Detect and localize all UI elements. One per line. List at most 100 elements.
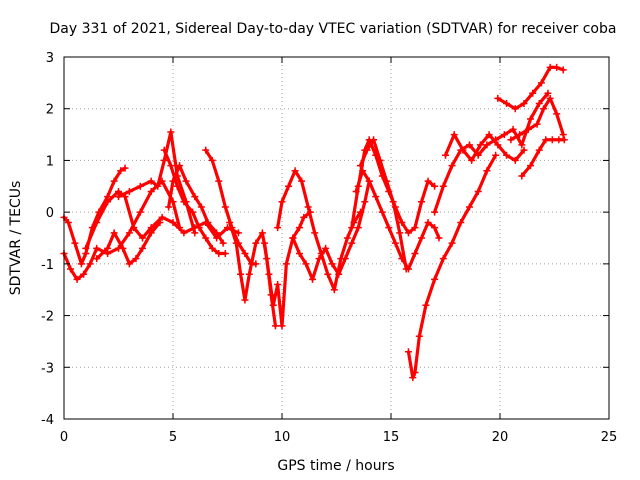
grid — [64, 57, 609, 419]
data-point — [559, 66, 567, 74]
data-point — [391, 239, 399, 247]
data-point — [411, 250, 419, 258]
data-point — [302, 260, 310, 268]
data-point — [160, 146, 168, 154]
data-point — [234, 229, 242, 237]
data-point — [110, 229, 118, 237]
data-point — [67, 265, 75, 273]
x-tick-label: 5 — [169, 430, 177, 445]
data-point — [348, 239, 356, 247]
data-point — [64, 218, 72, 226]
data-series — [507, 94, 567, 144]
data-point — [202, 146, 210, 154]
data-point — [136, 182, 144, 190]
data-point — [202, 234, 210, 242]
y-tick-label: 1 — [46, 154, 54, 169]
data-point — [80, 270, 88, 278]
y-tick-label: -4 — [41, 413, 54, 428]
data-point — [125, 229, 133, 237]
data-point — [73, 275, 81, 283]
series-line — [406, 153, 498, 380]
data-point — [365, 177, 373, 185]
data-point — [415, 332, 423, 340]
data-point — [252, 239, 260, 247]
data-point — [132, 255, 140, 263]
data-point — [180, 198, 188, 206]
data-point — [418, 234, 426, 242]
data-point — [278, 322, 286, 330]
data-point — [527, 162, 535, 170]
data-point — [86, 260, 94, 268]
data-point — [352, 187, 360, 195]
data-point — [529, 89, 537, 97]
data-point — [121, 164, 129, 172]
data-point — [289, 234, 297, 242]
data-point — [330, 286, 338, 294]
data-point — [130, 224, 138, 232]
data-point — [93, 218, 101, 226]
series-line — [358, 138, 408, 271]
data-point — [507, 136, 515, 144]
series-line — [262, 210, 312, 328]
data-point — [448, 239, 456, 247]
data-point — [411, 368, 419, 376]
data-point — [221, 250, 229, 258]
data-point — [389, 198, 397, 206]
plot-frame — [63, 56, 610, 420]
data-series — [274, 167, 364, 294]
data-point — [450, 131, 458, 139]
data-point — [298, 177, 306, 185]
data-point — [285, 182, 293, 190]
data-point — [167, 162, 175, 170]
data-point — [322, 244, 330, 252]
data-point — [195, 224, 203, 232]
data-point — [457, 218, 465, 226]
data-point — [359, 167, 367, 175]
y-axis-label: SDTVAR / TECUs — [8, 181, 24, 296]
data-point — [459, 146, 467, 154]
data-point — [328, 260, 336, 268]
series-line — [509, 96, 565, 142]
series-line — [433, 91, 550, 214]
data-point — [197, 203, 205, 211]
series-line — [62, 179, 182, 281]
data-point — [278, 198, 286, 206]
data-point — [221, 203, 229, 211]
data-point — [516, 131, 524, 139]
data-point — [474, 187, 482, 195]
data-point — [115, 187, 122, 195]
data-point — [537, 79, 545, 87]
data-point — [402, 265, 410, 273]
data-point — [274, 281, 282, 289]
data-series — [289, 177, 373, 283]
data-point — [282, 260, 290, 268]
y-tick-label: -2 — [41, 310, 54, 325]
data-point — [422, 301, 430, 309]
data-series — [261, 208, 314, 330]
series-line — [162, 148, 227, 256]
data-point — [439, 255, 447, 263]
data-point — [158, 213, 166, 221]
data-point — [341, 255, 349, 263]
data-point — [309, 275, 317, 283]
data-point — [213, 229, 221, 237]
data-point — [348, 224, 356, 232]
data-point — [540, 105, 548, 113]
data-point — [252, 260, 260, 268]
data-point — [431, 224, 439, 232]
data-point — [356, 162, 364, 170]
x-tick-label: 10 — [274, 430, 291, 445]
data-point — [483, 167, 491, 175]
data-point — [82, 244, 90, 252]
data-point — [182, 177, 190, 185]
data-point — [418, 198, 426, 206]
data-point — [147, 187, 155, 195]
data-point — [173, 182, 181, 190]
data-point — [546, 94, 554, 102]
data-point — [439, 182, 447, 190]
data-point — [160, 156, 168, 164]
axis-ticks: 0 5 10 15 20 25 -4 -3 -2 -1 0 1 2 3 — [41, 51, 617, 445]
data-point — [370, 136, 378, 144]
data-series — [160, 146, 229, 258]
data-point — [138, 234, 146, 242]
